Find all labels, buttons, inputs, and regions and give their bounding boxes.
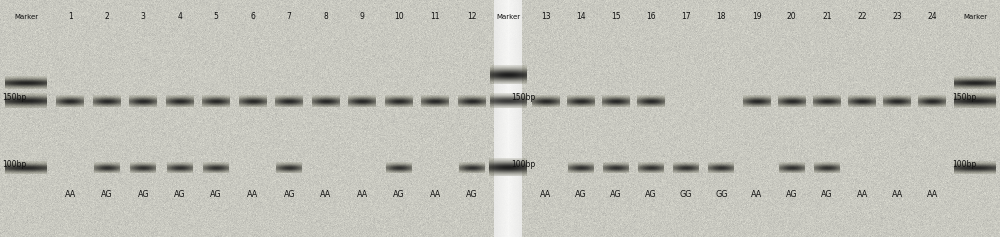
Text: AA: AA xyxy=(892,190,903,199)
Text: AA: AA xyxy=(540,190,551,199)
Text: AG: AG xyxy=(137,190,149,199)
Text: GG: GG xyxy=(680,190,692,199)
Text: AG: AG xyxy=(393,190,405,199)
Text: 7: 7 xyxy=(287,12,292,21)
Text: 14: 14 xyxy=(576,12,586,21)
Text: 6: 6 xyxy=(250,12,255,21)
Text: AG: AG xyxy=(210,190,222,199)
Text: AA: AA xyxy=(751,190,762,199)
Text: 20: 20 xyxy=(787,12,797,21)
Text: 19: 19 xyxy=(752,12,761,21)
Text: 100bp: 100bp xyxy=(952,160,977,169)
Text: GG: GG xyxy=(715,190,728,199)
Text: AA: AA xyxy=(927,190,938,199)
Text: 8: 8 xyxy=(323,12,328,21)
Text: AG: AG xyxy=(101,190,113,199)
Text: 10: 10 xyxy=(394,12,404,21)
Text: 2: 2 xyxy=(104,12,109,21)
Text: AA: AA xyxy=(320,190,331,199)
Text: 150bp: 150bp xyxy=(2,93,26,102)
Text: 16: 16 xyxy=(646,12,656,21)
Text: 13: 13 xyxy=(541,12,550,21)
Text: AA: AA xyxy=(65,190,76,199)
Text: AA: AA xyxy=(430,190,441,199)
Text: 23: 23 xyxy=(892,12,902,21)
Text: 12: 12 xyxy=(467,12,477,21)
Text: 150bp: 150bp xyxy=(511,93,535,102)
Text: 5: 5 xyxy=(214,12,219,21)
Text: 22: 22 xyxy=(857,12,867,21)
Text: AA: AA xyxy=(856,190,868,199)
Text: 11: 11 xyxy=(430,12,440,21)
Text: Marker: Marker xyxy=(963,14,987,20)
Text: AG: AG xyxy=(821,190,833,199)
Text: AG: AG xyxy=(645,190,657,199)
Text: 17: 17 xyxy=(681,12,691,21)
Text: AG: AG xyxy=(610,190,622,199)
Text: 21: 21 xyxy=(822,12,832,21)
Text: 3: 3 xyxy=(141,12,146,21)
Text: 100bp: 100bp xyxy=(2,160,26,169)
Text: 15: 15 xyxy=(611,12,621,21)
Text: Marker: Marker xyxy=(496,14,520,20)
Text: AG: AG xyxy=(786,190,798,199)
Text: AG: AG xyxy=(466,190,478,199)
Text: 4: 4 xyxy=(177,12,182,21)
Text: 1: 1 xyxy=(68,12,73,21)
Text: AG: AG xyxy=(174,190,186,199)
Text: AA: AA xyxy=(247,190,258,199)
Text: 24: 24 xyxy=(928,12,937,21)
Text: 100bp: 100bp xyxy=(511,160,535,169)
Text: Marker: Marker xyxy=(14,14,38,20)
Text: 18: 18 xyxy=(717,12,726,21)
Text: 150bp: 150bp xyxy=(952,93,977,102)
Text: AA: AA xyxy=(357,190,368,199)
Text: 9: 9 xyxy=(360,12,365,21)
Text: AG: AG xyxy=(283,190,295,199)
Text: AG: AG xyxy=(575,190,587,199)
